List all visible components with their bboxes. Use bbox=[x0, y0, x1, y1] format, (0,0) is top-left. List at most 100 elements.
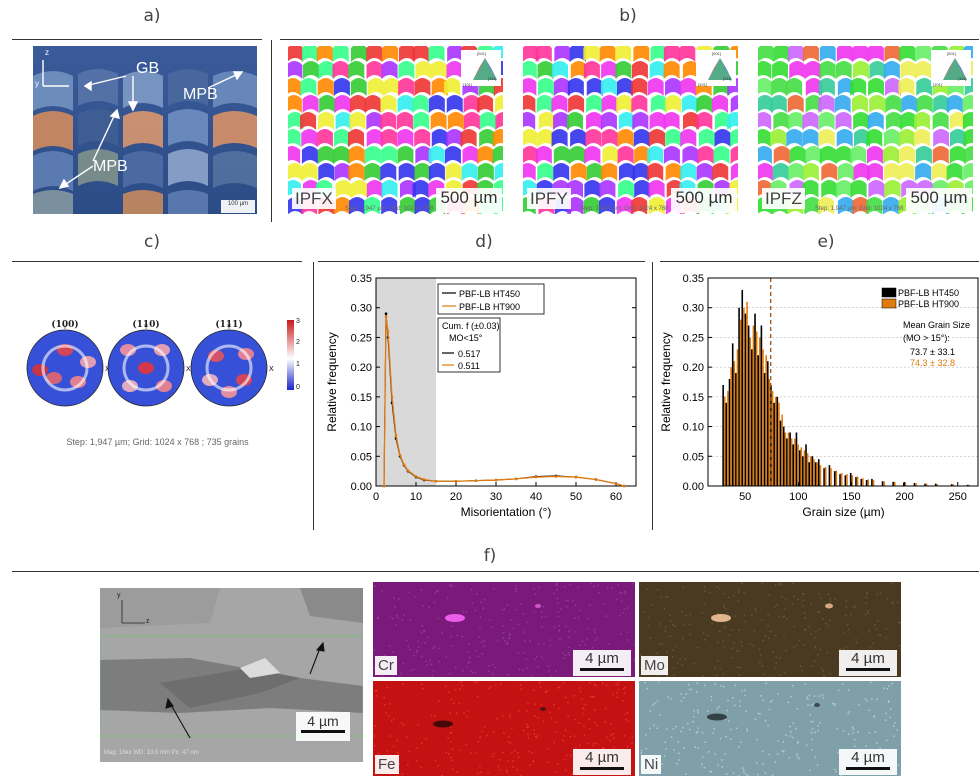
scale-bar: 4 µm bbox=[839, 749, 897, 775]
x-tick-label: 30 bbox=[490, 491, 502, 503]
histogram-bar-ht450 bbox=[729, 379, 731, 486]
triangle-101: [101] bbox=[933, 82, 942, 87]
panel-e-label: e) bbox=[806, 232, 846, 252]
separator bbox=[660, 261, 979, 262]
panel-a-label: a) bbox=[132, 6, 172, 26]
histogram-bar-ht450 bbox=[773, 403, 775, 486]
pole-111-label: (111) bbox=[204, 320, 254, 330]
colorbar bbox=[287, 320, 294, 390]
histogram-bar-ht900 bbox=[810, 456, 812, 486]
histogram-bar-ht450 bbox=[815, 462, 817, 486]
scale-bar-label: 4 µm bbox=[307, 713, 338, 729]
cum-title: Cum. f (±0.03) bbox=[442, 321, 499, 331]
histogram-bar-ht450 bbox=[845, 475, 847, 486]
data-point bbox=[435, 480, 438, 483]
pole-intensity bbox=[32, 364, 48, 376]
histogram-bar-ht900 bbox=[740, 320, 742, 486]
pole-axis-x: X bbox=[186, 366, 191, 373]
y-tick-label: 0.30 bbox=[351, 303, 372, 315]
cum-sub: MO<15° bbox=[449, 333, 483, 343]
histogram-bar-ht450 bbox=[748, 326, 750, 486]
sem-info: Mag: 16kx WD: 10.0 mm Px: 47 nm bbox=[104, 750, 199, 756]
histogram-bar-ht450 bbox=[882, 481, 884, 486]
data-point bbox=[575, 476, 578, 479]
histogram-bar-ht900 bbox=[737, 349, 739, 486]
cum-value: 0.517 bbox=[458, 349, 481, 359]
legend-label: PBF-LB HT450 bbox=[459, 289, 520, 299]
mpb-label: MPB bbox=[93, 158, 128, 176]
separator bbox=[652, 262, 653, 530]
histogram-bar-ht900 bbox=[765, 355, 767, 486]
y-tick-label: 0.10 bbox=[683, 422, 704, 434]
histogram-bar-ht450 bbox=[818, 459, 820, 486]
y-tick-label: 0.05 bbox=[351, 451, 372, 463]
legend-label: PBF-LB HT900 bbox=[898, 299, 959, 309]
ipf-map-label: IPFX bbox=[292, 188, 336, 209]
histogram-bar-ht450 bbox=[754, 314, 756, 486]
histogram-bar-ht900 bbox=[841, 473, 843, 486]
separator bbox=[280, 39, 979, 40]
pole-110-label: (110) bbox=[121, 320, 171, 330]
legend-swatch bbox=[882, 299, 896, 308]
histogram-bar-ht450 bbox=[796, 433, 798, 486]
histogram-bar-ht900 bbox=[743, 308, 745, 486]
y-tick-label: 0.15 bbox=[351, 392, 372, 404]
axis-y-label: y bbox=[117, 592, 121, 599]
histogram-bar-ht900 bbox=[753, 326, 755, 486]
histogram-bar-ht450 bbox=[866, 480, 868, 486]
x-tick-label: 10 bbox=[410, 491, 422, 503]
histogram-bar-ht900 bbox=[873, 480, 875, 486]
histogram-bar-ht450 bbox=[789, 433, 791, 486]
data-point bbox=[407, 469, 410, 472]
ipf-map-label: IPFZ bbox=[762, 188, 805, 209]
scale-bar: 500 µm bbox=[906, 188, 972, 213]
pole-100-label: (100) bbox=[40, 320, 90, 330]
triangle-001: [001] bbox=[712, 51, 721, 56]
histogram-bar-ht450 bbox=[767, 361, 769, 486]
histogram-bar-ht450 bbox=[786, 438, 788, 486]
separator bbox=[12, 261, 302, 262]
separator bbox=[12, 39, 262, 40]
triangle-101: [101] bbox=[698, 82, 707, 87]
pole-figure: YX bbox=[191, 325, 274, 406]
scale-bar: 500 µm bbox=[671, 188, 737, 213]
histogram-bar-ht900 bbox=[867, 479, 869, 486]
histogram-bar-ht900 bbox=[778, 403, 780, 486]
panel-c-label: c) bbox=[132, 232, 172, 252]
scale-bar: 4 µm bbox=[573, 749, 631, 775]
x-tick-label: 50 bbox=[739, 491, 751, 503]
histogram-bar-ht450 bbox=[792, 444, 794, 486]
histogram-bar-ht900 bbox=[816, 462, 818, 486]
histogram-bar-ht900 bbox=[727, 391, 729, 486]
data-point bbox=[423, 478, 426, 481]
data-point bbox=[615, 482, 618, 485]
histogram-bar-ht900 bbox=[794, 438, 796, 486]
histogram-bar-ht450 bbox=[855, 477, 857, 486]
separator bbox=[318, 261, 645, 262]
histogram-bar-ht900 bbox=[846, 474, 848, 486]
histogram-bar-ht900 bbox=[820, 465, 822, 486]
scale-bar: 4 µm bbox=[296, 712, 350, 741]
histogram-bar-ht900 bbox=[772, 391, 774, 486]
mean-value: 74.3 ± 32.8 bbox=[910, 358, 955, 368]
x-tick-label: 250 bbox=[949, 491, 967, 503]
eds-element-label: Ni bbox=[641, 755, 661, 774]
histogram-bar-ht900 bbox=[730, 367, 732, 486]
pole-figure-caption: Step: 1,947 µm; Grid: 1024 x 768 ; 735 g… bbox=[10, 437, 305, 447]
data-point bbox=[475, 479, 478, 482]
triangle-111: [111] bbox=[488, 76, 496, 81]
x-tick-label: 40 bbox=[530, 491, 542, 503]
histogram-bar-ht900 bbox=[785, 433, 787, 486]
histogram-bar-ht900 bbox=[769, 379, 771, 486]
data-point bbox=[535, 476, 538, 479]
panel-f-label: f) bbox=[470, 546, 510, 566]
scale-bar: 500 µm bbox=[436, 188, 502, 213]
histogram-bar-ht900 bbox=[862, 478, 864, 486]
data-point bbox=[515, 478, 518, 481]
scale-bar: 4 µm bbox=[839, 650, 897, 676]
